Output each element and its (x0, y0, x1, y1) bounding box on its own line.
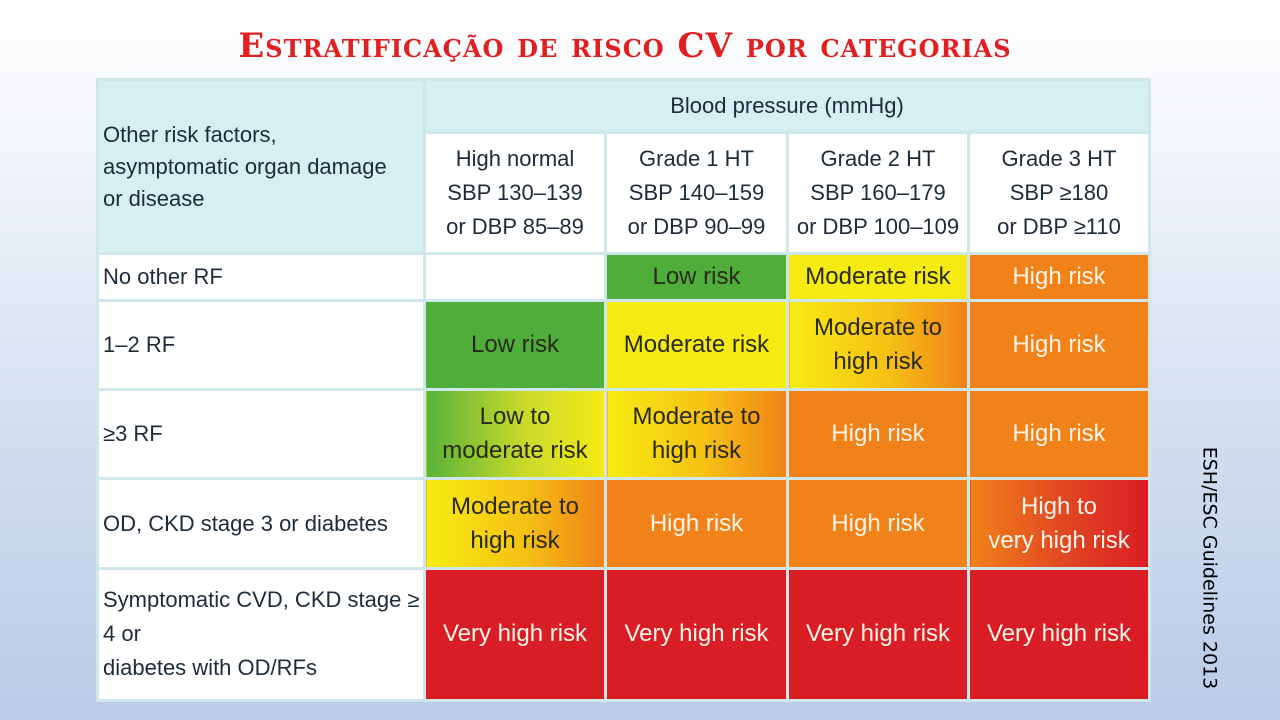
table-row: Symptomatic CVD, CKD stage ≥ 4 or diabet… (96, 566, 1152, 703)
risk-cell: High risk (786, 477, 970, 570)
risk-cell: Very high risk (423, 566, 607, 703)
risk-cell: Moderate risk (786, 252, 970, 302)
risk-cell: Very high risk (604, 566, 789, 703)
source-note: ESH/ESC Guidelines 2013 (1184, 446, 1234, 690)
risk-cell: Moderate to high risk (786, 298, 970, 391)
risk-cell: Moderate to high risk (604, 387, 789, 481)
risk-cell: High risk (604, 477, 789, 570)
risk-cell: High to very high risk (966, 477, 1152, 570)
slide-title: Estratificação de risco CV por categoria… (238, 26, 1012, 66)
table-header-row: Other risk factors, asymptomatic organ d… (96, 78, 1152, 255)
risk-cell: Low risk (423, 298, 607, 391)
corner-label: Other risk factors, asymptomatic organ d… (96, 78, 426, 255)
row-label-1-2-rf: 1–2 RF (96, 298, 426, 391)
blood-pressure-header: Blood pressure (mmHg) (422, 78, 1152, 134)
table-row: No other RF Low risk Moderate risk High … (96, 252, 1152, 302)
risk-cell: High risk (966, 298, 1152, 391)
table-row: 1–2 RF Low risk Moderate risk Moderate t… (96, 298, 1152, 391)
risk-cell: Moderate risk (604, 298, 789, 391)
column-header-high-normal: High normal SBP 130–139 or DBP 85–89 (423, 131, 607, 255)
table-row: OD, CKD stage 3 or diabetes Moderate to … (96, 477, 1152, 570)
risk-cell: Moderate to high risk (423, 477, 607, 570)
row-label-3-or-more-rf: ≥3 RF (96, 387, 426, 481)
risk-stratification-table: Other risk factors, asymptomatic organ d… (96, 78, 1152, 703)
column-header-grade-3: Grade 3 HT SBP ≥180 or DBP ≥110 (966, 131, 1152, 255)
risk-cell: Very high risk (786, 566, 970, 703)
risk-cell (423, 252, 607, 302)
risk-cell: Very high risk (966, 566, 1152, 703)
column-header-grade-2: Grade 2 HT SBP 160–179 or DBP 100–109 (786, 131, 970, 255)
row-label-symptomatic-cvd: Symptomatic CVD, CKD stage ≥ 4 or diabet… (96, 566, 426, 703)
source-note-text: ESH/ESC Guidelines 2013 (1198, 446, 1221, 690)
risk-cell: High risk (786, 387, 970, 481)
column-header-grade-1: Grade 1 HT SBP 140–159 or DBP 90–99 (604, 131, 789, 255)
table-row: ≥3 RF Low to moderate risk Moderate to h… (96, 387, 1152, 481)
row-label-od-ckd-diabetes: OD, CKD stage 3 or diabetes (96, 477, 426, 570)
risk-cell: Low risk (604, 252, 789, 302)
risk-cell: Low to moderate risk (423, 387, 607, 481)
risk-cell: High risk (966, 387, 1152, 481)
grade-header-row: High normal SBP 130–139 or DBP 85–89 Gra… (98, 131, 1152, 255)
row-label-no-other-rf: No other RF (96, 252, 426, 302)
risk-cell: High risk (966, 252, 1152, 302)
